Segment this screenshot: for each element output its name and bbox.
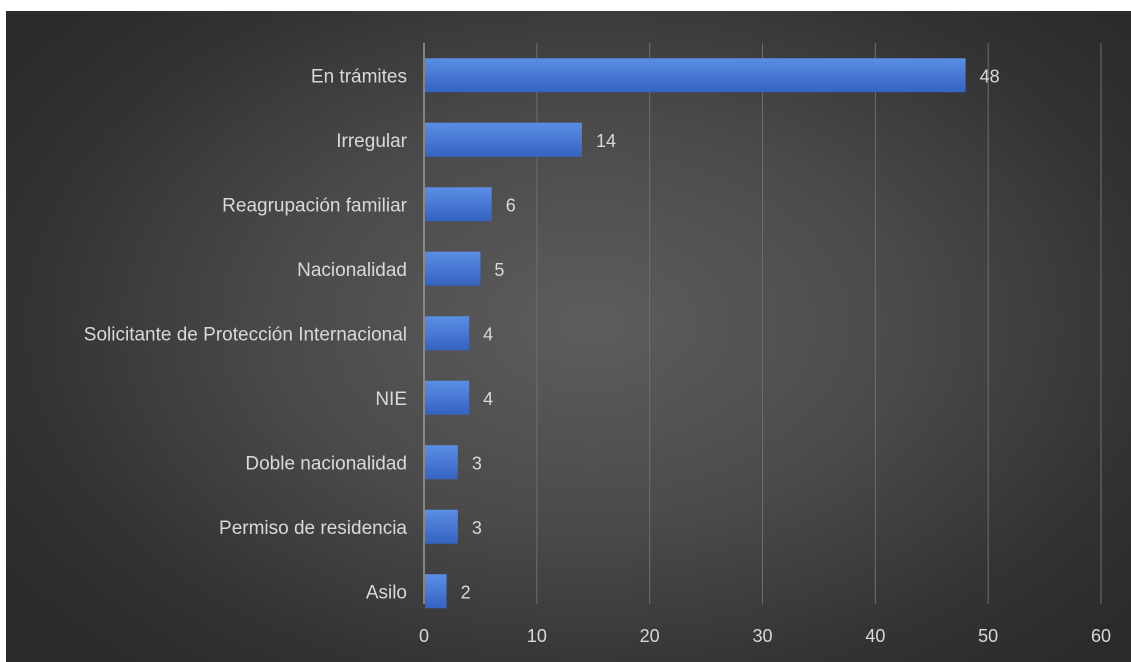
x-tick-label: 60 <box>1091 626 1111 646</box>
bar <box>425 574 447 609</box>
bar-chart: En trámites Irregular Reagrupación familia… <box>84 43 1111 646</box>
data-label: 6 <box>506 195 516 215</box>
category-label: Reagrupación familiar <box>222 195 407 216</box>
data-label: 48 <box>980 66 1000 86</box>
category-label: Permiso de residencia <box>219 518 407 539</box>
x-tick-label: 20 <box>640 626 660 646</box>
x-tick-label: 30 <box>752 626 772 646</box>
bar <box>425 380 470 415</box>
category-label: NIE <box>375 389 407 410</box>
category-label: Asilo <box>366 582 407 603</box>
x-tick-label: 40 <box>865 626 885 646</box>
bar <box>425 58 966 93</box>
bar <box>425 122 582 157</box>
category-label: Doble nacionalidad <box>245 453 407 474</box>
data-label: 5 <box>494 260 504 280</box>
data-label: 4 <box>483 389 493 409</box>
category-label: Irregular <box>336 131 407 152</box>
x-tick-label: 50 <box>978 626 998 646</box>
chart-area: En trámites Irregular Reagrupación familia… <box>6 11 1131 662</box>
bar <box>425 445 458 480</box>
category-labels: En trámites Irregular Reagrupación familia… <box>84 66 408 603</box>
bar <box>425 187 492 222</box>
data-labels: 48 14 6 5 4 4 3 3 2 <box>461 66 1000 602</box>
bar <box>425 509 458 544</box>
category-label: En trámites <box>311 66 407 87</box>
bars <box>425 58 966 609</box>
bar <box>425 251 481 286</box>
data-label: 14 <box>596 131 616 151</box>
bar <box>425 316 470 351</box>
data-label: 3 <box>472 518 482 538</box>
data-label: 4 <box>483 324 493 344</box>
data-label: 3 <box>472 453 482 473</box>
gridlines <box>536 43 1102 604</box>
x-axis-ticks: 0 10 20 30 40 50 60 <box>419 626 1111 646</box>
category-label: Nacionalidad <box>297 260 407 281</box>
x-tick-label: 10 <box>527 626 547 646</box>
x-tick-label: 0 <box>419 626 429 646</box>
category-label: Solicitante de Protección Internacional <box>84 324 407 345</box>
data-label: 2 <box>461 582 471 602</box>
